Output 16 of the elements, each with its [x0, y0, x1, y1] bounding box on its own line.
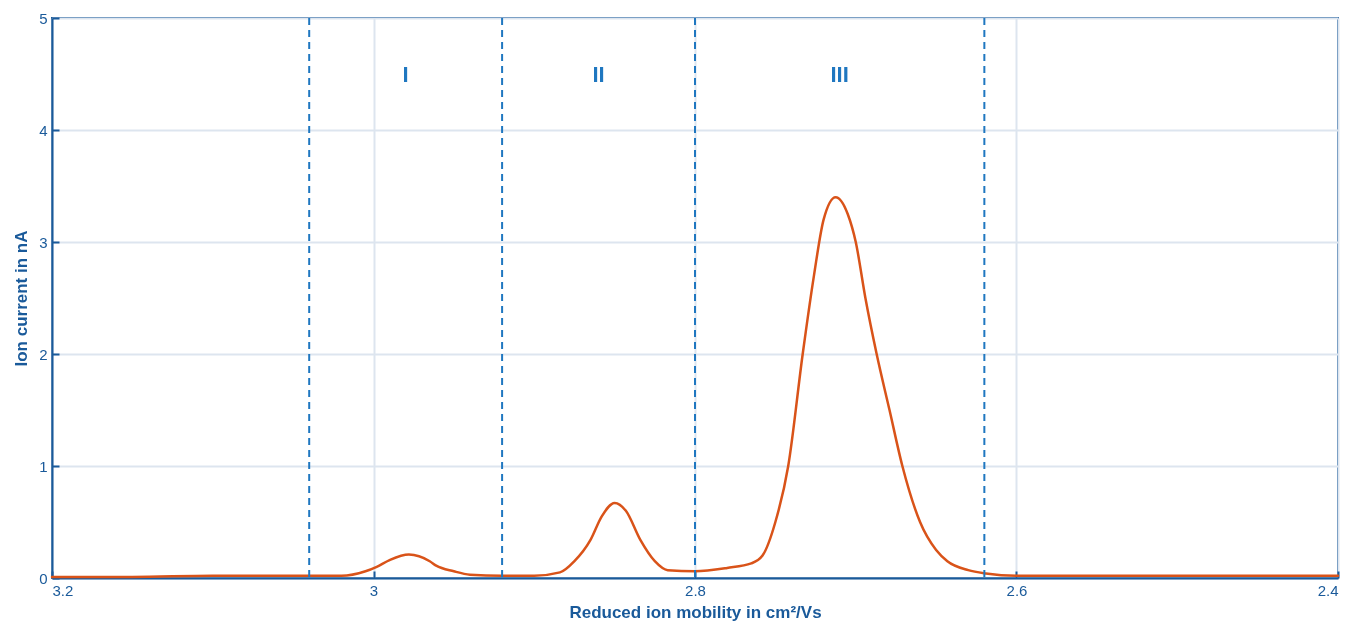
annotation: III	[830, 62, 849, 87]
y-tick-label: 4	[39, 121, 48, 139]
annotation: I	[402, 62, 409, 87]
x-tick-label: 3.2	[52, 581, 74, 599]
annotation: II	[592, 62, 605, 87]
x-tick-label: 3	[369, 581, 379, 599]
y-tick-label: 5	[39, 9, 48, 27]
y-tick-label: 0	[39, 569, 48, 587]
x-tick-label: 2.8	[685, 581, 706, 599]
y-axis-title: Ion current in nA	[12, 230, 32, 367]
y-tick-label: 3	[39, 233, 48, 251]
x-tick-label: 2.6	[1006, 581, 1028, 599]
y-tick-label: 2	[39, 345, 48, 363]
y-tick-label: 1	[39, 457, 48, 475]
x-axis-title: Reduced ion mobility in cm²/Vs	[569, 602, 822, 622]
x-tick-label: 2.4	[1317, 581, 1339, 599]
